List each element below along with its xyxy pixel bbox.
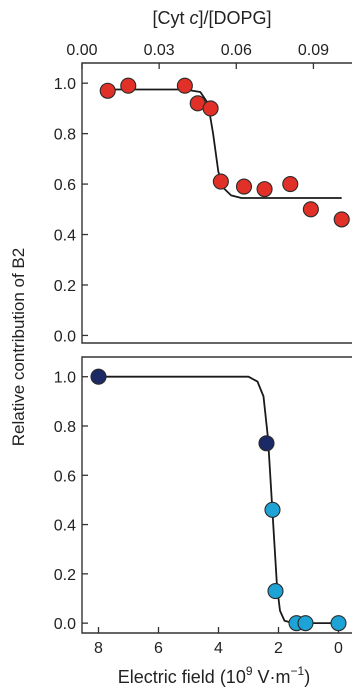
plot-frame (81, 356, 352, 634)
top-panel: 0.0 0.2 0.4 0.6 0.8 1.0 0.00 0.03 0.06 0.09 [Cyt c… (54, 8, 352, 345)
y-tick-label: 0.6 (54, 468, 76, 485)
data-point (235, 178, 253, 195)
x-tick-label: 2 (274, 640, 283, 657)
data-point (176, 77, 193, 94)
data-point (282, 176, 299, 193)
data-point (202, 100, 219, 117)
data-point (258, 435, 275, 452)
plot-frame (81, 62, 352, 344)
data-point (302, 201, 319, 218)
x-axis-label-part: Electric field (10 (118, 667, 246, 687)
y-tick-label: 0.2 (54, 278, 76, 295)
bottom-panel: 0.0 0.2 0.4 0.6 0.8 1.0 8 6 4 2 0 Electric field (1… (54, 356, 352, 687)
y-tick-label: 0.4 (54, 518, 76, 535)
data-point (330, 615, 347, 632)
x-axis-label-bottom: Electric field (109 V·m−1) (118, 664, 310, 687)
x-tick-label: 0.00 (66, 42, 97, 59)
y-tick-label: 0.8 (54, 419, 76, 436)
fit-curve (107, 88, 342, 199)
data-point (256, 181, 273, 198)
data-point (267, 583, 284, 600)
y-tick-label: 0.2 (54, 567, 76, 584)
data-point (90, 368, 107, 385)
data-point (120, 77, 137, 94)
y-tick-label: 0.6 (54, 177, 76, 194)
x-tick-label: 0.03 (144, 42, 175, 59)
y-tick-label: 0.8 (54, 127, 76, 144)
x-axis-label-part: ) (304, 667, 310, 687)
x-axis-label-part: 9 (246, 664, 253, 678)
y-tick-label: 0.0 (54, 616, 76, 633)
data-point (297, 615, 314, 632)
x-axis-label-part: ]/[DOPG] (199, 8, 272, 28)
x-tick-label: 6 (154, 640, 163, 657)
x-tick-label: 8 (94, 640, 103, 657)
x-tick-label: 0.09 (298, 42, 329, 59)
x-tick-label: 0 (334, 640, 343, 657)
fit-curve (98, 375, 339, 624)
y-tick-label: 0.4 (54, 228, 76, 245)
data-point (264, 501, 281, 518)
x-tick-label: 0.06 (221, 42, 252, 59)
data-point (212, 173, 229, 190)
shared-y-axis-label: Relative contribution of B2 (9, 248, 28, 446)
y-tick-label: 1.0 (54, 76, 76, 93)
x-axis-label-top: [Cyt c]/[DOPG] (152, 8, 271, 28)
y-tick-label: 1.0 (54, 370, 76, 387)
x-axis-label-part: [Cyt (152, 8, 189, 28)
x-axis-label-part: c (190, 8, 199, 28)
x-axis-label-part: V·m (253, 667, 291, 687)
y-tick-label: 0.0 (54, 328, 76, 345)
x-tick-label: 4 (214, 640, 223, 657)
data-point (99, 82, 116, 99)
data-point (333, 211, 350, 228)
x-axis-label-part: −1 (291, 664, 305, 678)
